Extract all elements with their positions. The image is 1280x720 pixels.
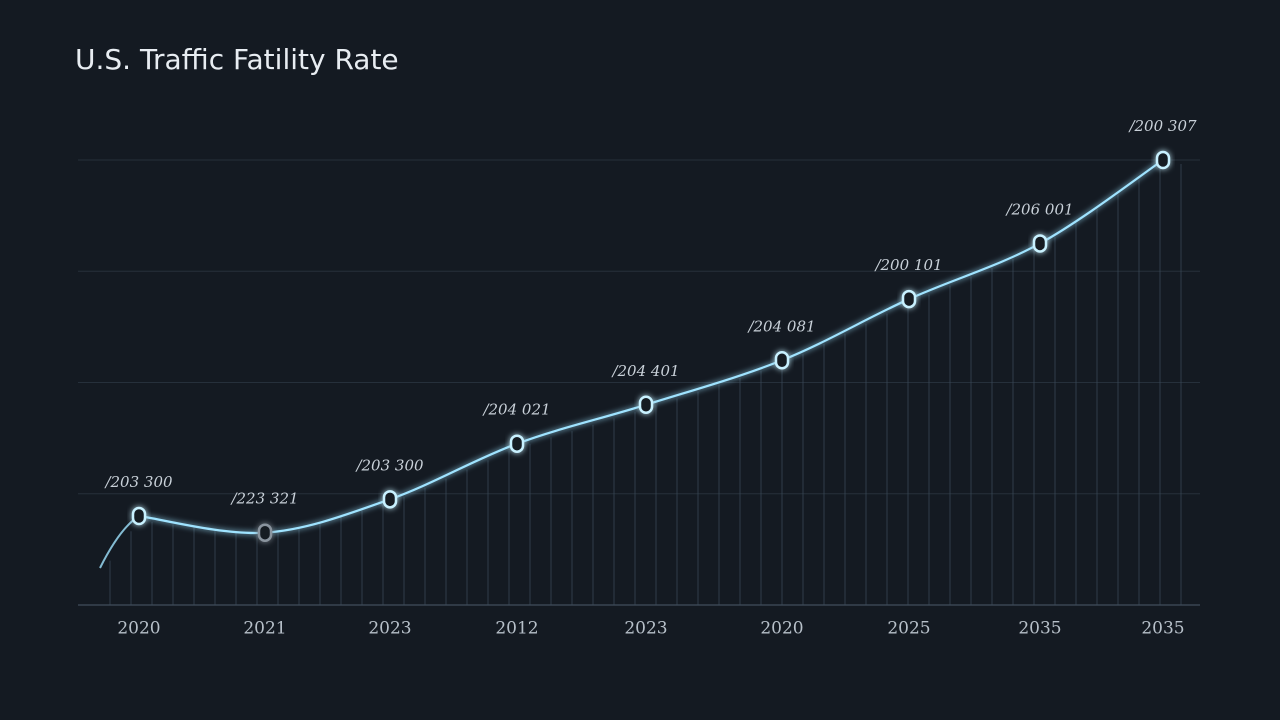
point-marker: [257, 523, 273, 542]
point-marker: [131, 506, 147, 526]
point-label: /200 101: [873, 256, 942, 274]
point-marker: [1032, 234, 1048, 253]
x-tick-label: 2035: [1141, 619, 1184, 639]
point-label: /204 021: [481, 401, 550, 419]
point-label: /203 300: [354, 456, 424, 474]
x-tick-label: 2023: [368, 619, 411, 639]
x-tick-label: 2035: [1018, 619, 1061, 639]
point-label: /200 307: [1127, 117, 1197, 135]
point-marker: [1155, 150, 1171, 170]
x-tick-label: 2020: [760, 619, 803, 639]
x-tick-label: 2020: [117, 619, 160, 639]
point-marker: [382, 490, 398, 509]
x-tick-label: 2025: [887, 619, 930, 639]
x-tick-label: 2021: [243, 619, 286, 639]
point-label: /203 300: [103, 473, 173, 491]
x-tick-label: 2023: [624, 619, 667, 639]
point-label: /204 401: [610, 362, 679, 380]
x-tick-label: 2012: [495, 619, 538, 639]
point-marker: [901, 289, 917, 309]
point-label: /206 001: [1004, 200, 1073, 218]
point-label: /204 081: [746, 317, 815, 335]
point-marker: [509, 434, 525, 453]
chart-title: U.S. Traffic Fatility Rate: [75, 43, 399, 76]
point-marker: [774, 351, 790, 370]
point-label: /223 321: [229, 490, 298, 508]
point-marker: [638, 395, 654, 414]
